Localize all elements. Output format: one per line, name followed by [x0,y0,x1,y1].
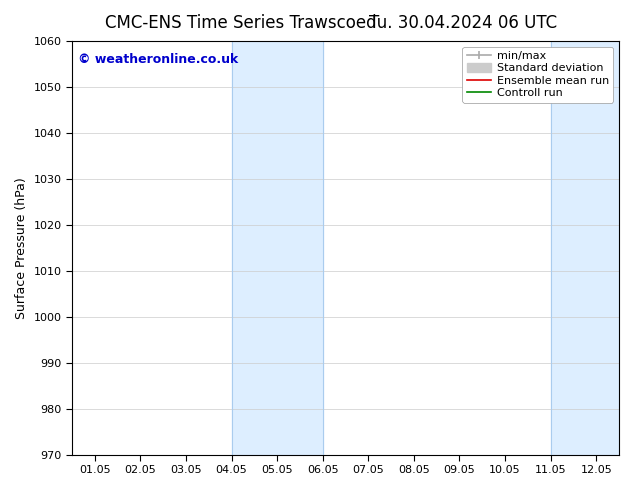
Legend: min/max, Standard deviation, Ensemble mean run, Controll run: min/max, Standard deviation, Ensemble me… [462,47,614,102]
Text: Tu. 30.04.2024 06 UTC: Tu. 30.04.2024 06 UTC [369,14,557,32]
Y-axis label: Surface Pressure (hPa): Surface Pressure (hPa) [15,177,28,318]
Text: CMC-ENS Time Series Trawscoed: CMC-ENS Time Series Trawscoed [105,14,377,32]
Bar [551,41,634,455]
Text: © weatheronline.co.uk: © weatheronline.co.uk [77,53,238,67]
Bar [231,41,323,455]
